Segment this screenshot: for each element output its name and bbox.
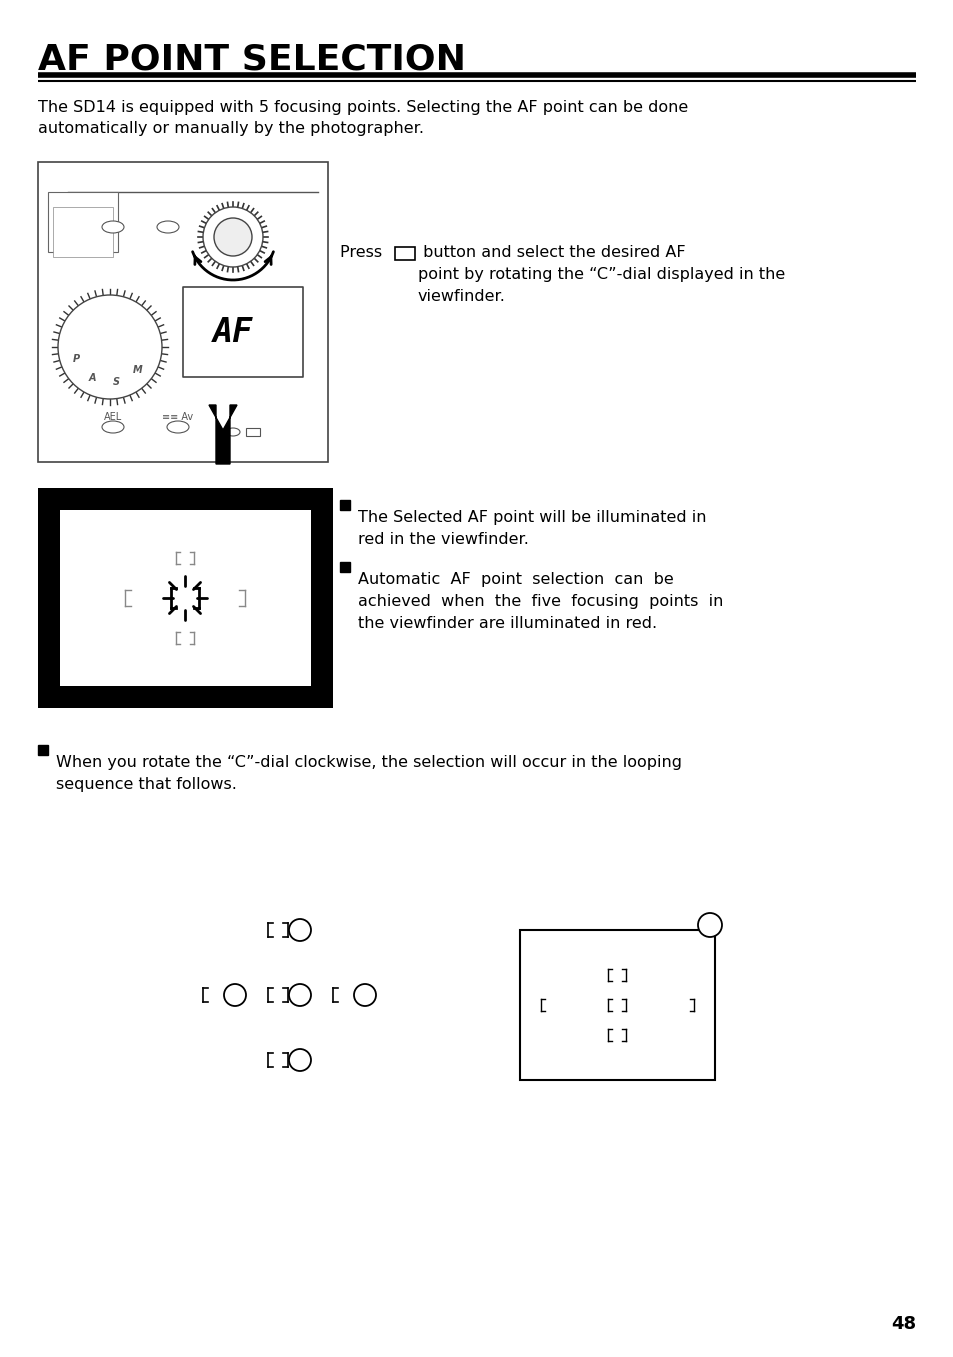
Circle shape: [698, 913, 721, 936]
Ellipse shape: [102, 221, 124, 233]
Text: button and select the desired AF
point by rotating the “C”-dial displayed in the: button and select the desired AF point b…: [417, 246, 784, 304]
Circle shape: [289, 1049, 311, 1071]
Bar: [339, 499, 350, 510]
Text: Press: Press: [339, 246, 387, 261]
Bar: [38, 161, 328, 461]
Text: 1: 1: [295, 988, 304, 1001]
Text: AEL: AEL: [104, 413, 122, 422]
Bar: [38, 745, 48, 754]
Text: The Selected AF point will be illuminated in
red in the viewfinder.: The Selected AF point will be illuminate…: [357, 510, 706, 547]
Circle shape: [224, 984, 246, 1006]
Text: Automatic  AF  point  selection  can  be
achieved  when  the  five  focusing  po: Automatic AF point selection can be achi…: [357, 573, 722, 631]
Bar: [183, 286, 303, 377]
Bar: [38, 489, 333, 708]
Text: When you rotate the “C”-dial clockwise, the selection will occur in the looping
: When you rotate the “C”-dial clockwise, …: [56, 754, 681, 792]
Text: 48: 48: [890, 1315, 915, 1333]
Text: AF POINT SELECTION: AF POINT SELECTION: [38, 42, 465, 76]
Text: S: S: [112, 377, 120, 388]
Bar: [53, 208, 112, 256]
Text: 2: 2: [360, 988, 369, 1001]
Circle shape: [289, 984, 311, 1006]
Bar: [395, 247, 415, 261]
Text: 5: 5: [295, 1053, 304, 1067]
Text: ≡≡ Av: ≡≡ Av: [162, 413, 193, 422]
Ellipse shape: [226, 427, 240, 436]
Bar: [246, 427, 260, 436]
Circle shape: [213, 218, 252, 256]
Text: ≡: ≡: [249, 427, 256, 437]
Text: 3: 3: [231, 988, 238, 1001]
Circle shape: [289, 919, 311, 940]
Circle shape: [58, 294, 162, 399]
Circle shape: [203, 208, 263, 267]
Ellipse shape: [167, 421, 189, 433]
Bar: [48, 191, 118, 252]
Bar: [519, 930, 714, 1080]
Text: A: A: [89, 373, 95, 383]
Text: 4: 4: [295, 924, 304, 936]
Text: 6: 6: [705, 919, 713, 931]
Ellipse shape: [102, 421, 124, 433]
Text: AF: AF: [213, 315, 253, 349]
Text: P: P: [72, 354, 80, 364]
Polygon shape: [209, 404, 236, 464]
Text: M: M: [132, 365, 142, 375]
Bar: [339, 562, 350, 573]
Ellipse shape: [157, 221, 179, 233]
Text: ≡: ≡: [400, 248, 409, 258]
Bar: [60, 510, 311, 687]
Text: The SD14 is equipped with 5 focusing points. Selecting the AF point can be done
: The SD14 is equipped with 5 focusing poi…: [38, 100, 687, 136]
Circle shape: [354, 984, 375, 1006]
